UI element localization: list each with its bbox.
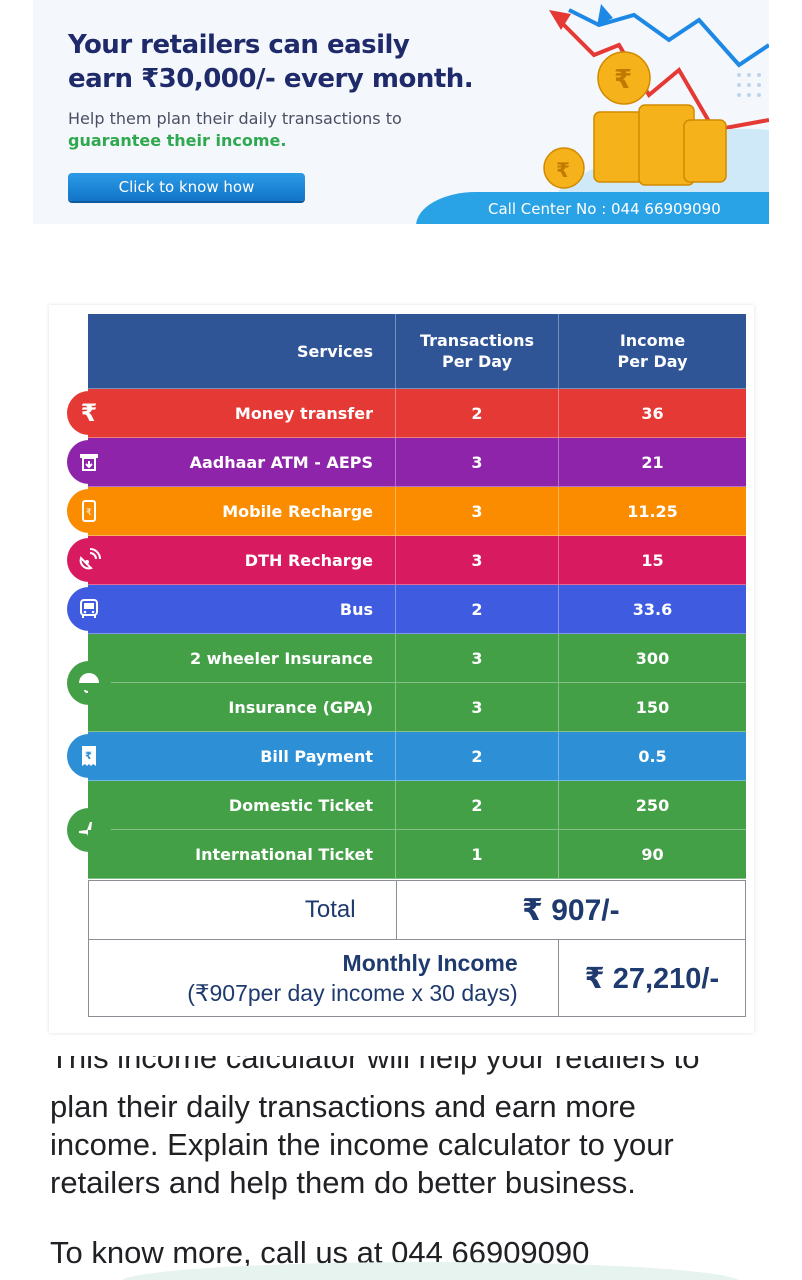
partial-text-line: This income calculator will help your re… [50,1056,750,1078]
monthly-label-cell: Monthly Income (₹907per day income x 30 … [89,940,559,1016]
total-value: ₹ 907/- [521,893,620,927]
income-per-day: 15 [641,550,664,570]
table-header: Services Transactions Per Day Income Per… [88,314,746,389]
title-amount: ₹30,000/- [141,64,276,94]
transactions-per-day: 3 [396,634,559,682]
table-row: 2 wheeler Insurance 3 300 [88,634,746,683]
service-name: Bus [88,585,396,633]
monthly-label: Monthly Income [342,950,518,976]
bill-icon: ₹ [67,734,111,778]
banner-title-line2: earn ₹30,000/- every month. [68,62,474,96]
total-row: Total ₹ 907/- [88,880,746,940]
income-per-day: 0.5 [638,746,667,766]
transactions-per-day: 1 [396,830,559,878]
transactions-per-day: 3 [396,438,559,486]
table-row: Bus 2 33.6 [88,585,746,634]
income-per-day: 21 [641,452,664,472]
service-name: Bill Payment [88,732,396,780]
income-calculator-card: Services Transactions Per Day Income Per… [49,305,754,1033]
table-row: Bill Payment 2 0.5 [88,732,746,781]
svg-text:₹: ₹ [86,508,92,518]
header-transactions-l1: Transactions [419,331,535,350]
monthly-value: ₹ 27,210/- [584,962,720,995]
income-per-day: 11.25 [627,501,678,521]
banner-title: Your retailers can easily earn ₹30,000/-… [68,28,474,96]
coins-chart-illustration: ₹ ₹ [543,4,769,200]
service-name: 2 wheeler Insurance [88,634,396,682]
header-transactions-l2: Per Day [441,352,513,371]
income-per-day: 90 [641,844,664,864]
footer-decoration [120,1262,740,1280]
service-name: International Ticket [88,830,396,878]
body-line-3: retailers and help them do better busine… [50,1165,636,1200]
svg-text:₹: ₹ [85,751,92,762]
promo-banner[interactable]: Your retailers can easily earn ₹30,000/-… [33,0,769,224]
income-per-day: 300 [635,648,670,668]
transactions-per-day: 2 [396,781,559,829]
title-suffix: every month. [275,64,474,94]
table-row: Mobile Recharge 3 11.25 [88,487,746,536]
income-per-day: 33.6 [632,599,673,619]
bus-icon [67,587,111,631]
service-name: Domestic Ticket [88,781,396,829]
table-row: Insurance (GPA) 3 150 [88,683,746,732]
rupee-icon: ₹ [67,391,111,435]
transactions-per-day: 2 [396,732,559,780]
transactions-per-day: 3 [396,683,559,731]
table-row: International Ticket 1 90 [88,830,746,879]
transactions-per-day: 3 [396,487,559,535]
header-services: Services [88,314,396,388]
service-name: Aadhaar ATM - AEPS [88,438,396,486]
banner-subtitle: Help them plan their daily transactions … [68,108,402,152]
mobile-icon: ₹ [67,489,111,533]
body-line-2: income. Explain the income calculator to… [50,1127,674,1162]
satellite-dish-icon [67,538,111,582]
header-transactions: Transactions Per Day [396,314,559,388]
table-row: Aadhaar ATM - AEPS 3 21 [88,438,746,487]
header-income-l1: Income [619,331,686,350]
atm-icon [67,440,111,484]
service-name: Insurance (GPA) [88,683,396,731]
banner-title-line1: Your retailers can easily [68,30,410,60]
table-row: Money transfer 2 36 [88,389,746,438]
income-per-day: 250 [635,795,670,815]
transactions-per-day: 2 [396,389,559,437]
income-per-day: 150 [635,697,670,717]
banner-sub-line1: Help them plan their daily transactions … [68,109,402,128]
service-name: DTH Recharge [88,536,396,584]
monthly-note: (₹907per day income x 30 days) [187,980,518,1006]
income-per-day: 36 [641,403,664,423]
know-how-button[interactable]: Click to know how [68,173,305,201]
banner-sub-line2: guarantee their income. [68,131,287,150]
service-name: Money transfer [88,389,396,437]
body-line-1: plan their daily transactions and earn m… [50,1089,636,1124]
service-name: Mobile Recharge [88,487,396,535]
table-row: Domestic Ticket 2 250 [88,781,746,830]
partial-text: This income calculator will help your re… [50,1056,700,1075]
total-label: Total [89,881,397,939]
table-row: DTH Recharge 3 15 [88,536,746,585]
call-center-label: Call Center No : 044 66909090 [416,192,769,224]
header-income-l2: Per Day [617,352,688,371]
transactions-per-day: 3 [396,536,559,584]
svg-text:₹: ₹ [614,65,632,95]
header-income: Income Per Day [559,314,746,388]
svg-text:₹: ₹ [556,158,570,182]
title-prefix: earn [68,64,142,94]
transactions-per-day: 2 [396,585,559,633]
monthly-income-row: Monthly Income (₹907per day income x 30 … [88,939,746,1017]
